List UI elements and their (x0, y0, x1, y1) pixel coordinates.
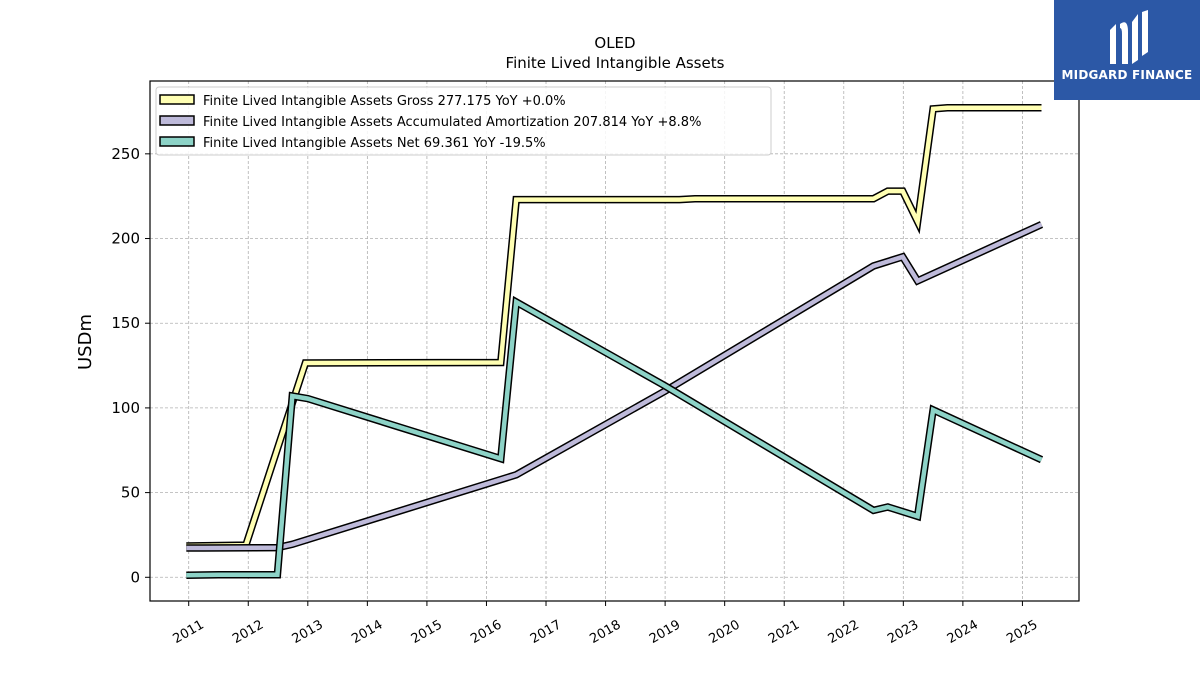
series-lines (186, 104, 1044, 580)
x-tick-label: 2015 (409, 617, 445, 647)
series-line-3 (186, 298, 1043, 578)
x-tick-label: 2019 (647, 617, 683, 647)
x-tick-label: 2013 (290, 617, 326, 647)
legend-swatch-1 (159, 94, 195, 105)
x-tick-label: 2012 (230, 617, 266, 647)
x-tick-label: 2025 (1004, 617, 1040, 647)
logo-emblem-icon (1110, 10, 1148, 64)
legend-entry-3: Finite Lived Intangible Assets Net 69.36… (203, 136, 546, 151)
x-tick-label: 2020 (707, 617, 743, 647)
series-line-2 (186, 222, 1043, 551)
y-tick-label: 150 (111, 314, 140, 332)
y-tick-label: 50 (121, 484, 140, 502)
brand-logo: MIDGARD FINANCE (1054, 0, 1200, 100)
legend-entry-1: Finite Lived Intangible Assets Gross 277… (203, 94, 566, 109)
y-tick-label: 250 (111, 145, 140, 163)
x-tick-label: 2011 (171, 617, 207, 647)
x-tick-label: 2017 (528, 617, 564, 647)
series-line-1 (186, 105, 1042, 549)
y-tick-label: 0 (130, 568, 140, 586)
chart-title: OLED (594, 34, 635, 52)
x-tick-label: 2023 (885, 617, 921, 647)
x-tick-label: 2014 (349, 617, 385, 647)
plot-frame (149, 80, 1080, 602)
y-tick-label: 200 (111, 230, 140, 248)
logo-text: MIDGARD FINANCE (1061, 68, 1193, 82)
legend-box (155, 86, 772, 156)
x-tick-label: 2021 (766, 617, 802, 647)
x-tick-label: 2022 (826, 617, 862, 647)
legend-swatch-2 (159, 115, 195, 126)
x-tick-label: 2016 (468, 617, 504, 647)
legend: Finite Lived Intangible Assets Gross 277… (155, 86, 772, 156)
y-tick-label: 100 (111, 399, 140, 417)
chart-subtitle: Finite Lived Intangible Assets (506, 54, 725, 72)
x-tick-label: 2024 (945, 617, 981, 647)
legend-swatch-3 (159, 136, 195, 147)
x-tick-label: 2018 (587, 617, 623, 647)
grid-lines (150, 81, 1079, 601)
legend-entry-2: Finite Lived Intangible Assets Accumulat… (203, 115, 701, 130)
series-line-outline-1 (186, 104, 1042, 550)
y-axis-label: USDm (75, 314, 96, 370)
